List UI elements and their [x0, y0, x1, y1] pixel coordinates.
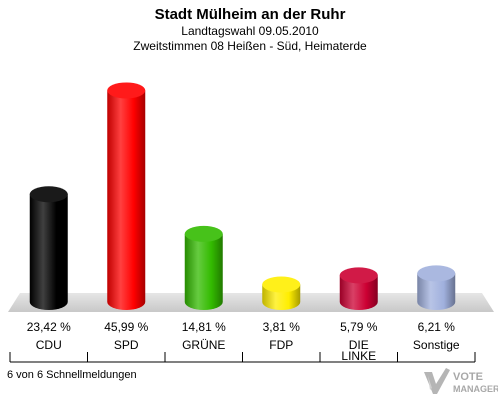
value-label: 3,81 % [263, 320, 301, 334]
category-label: LINKE [341, 349, 376, 363]
logo-text-manager: MANAGER [453, 384, 498, 394]
bar-body [107, 90, 146, 310]
bar-body [184, 233, 223, 310]
bar-top [29, 186, 68, 203]
category-label: GRÜNE [182, 338, 225, 352]
bar-fdp [262, 276, 301, 310]
category-label: FDP [269, 338, 293, 352]
bar-top [262, 276, 301, 293]
value-label: 45,99 % [104, 320, 148, 334]
value-label: 6,21 % [418, 320, 456, 334]
vote-manager-logo: VOTE MANAGER [424, 368, 498, 394]
value-label: 14,81 % [182, 320, 226, 334]
category-label: SPD [114, 338, 139, 352]
page-title: Stadt Mülheim an der Ruhr [154, 6, 346, 23]
checkmark-icon [424, 368, 450, 394]
election-subtitle: Landtagswahl 09.05.2010 [181, 24, 319, 38]
bar-cdu [29, 186, 68, 310]
bar-spd [107, 82, 146, 310]
bar-grüne [184, 225, 223, 310]
logo-text-vote: VOTE [453, 371, 483, 383]
bar-sonstige [417, 265, 456, 310]
bar-top [107, 82, 146, 99]
bar-top [339, 267, 378, 284]
bar-body [417, 273, 456, 310]
bar-die-linke [339, 267, 378, 310]
category-label: Sonstige [413, 338, 460, 352]
value-label: 5,79 % [340, 320, 378, 334]
value-label: 23,42 % [27, 320, 71, 334]
category-label: CDU [36, 338, 62, 352]
bar-body [29, 194, 68, 310]
bar-top [417, 265, 456, 282]
bar-top [184, 225, 223, 242]
bar-body [339, 275, 378, 310]
district-subtitle: Zweitstimmen 08 Heißen - Süd, Heimaterde [133, 39, 367, 53]
status-footer: 6 von 6 Schnellmeldungen [7, 369, 137, 381]
category-label: DIE [349, 338, 369, 352]
